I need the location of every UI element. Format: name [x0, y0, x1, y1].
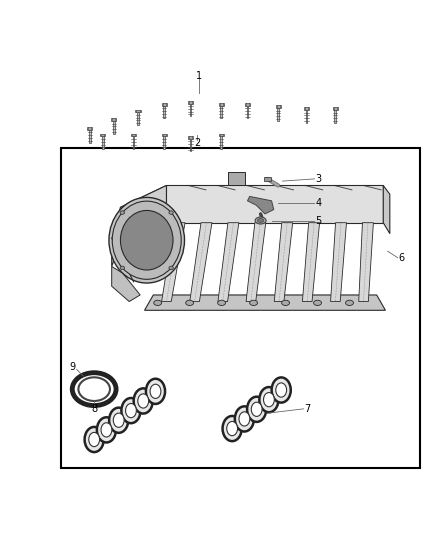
Bar	[247, 106, 248, 118]
Ellipse shape	[247, 397, 266, 422]
Polygon shape	[246, 223, 266, 302]
Bar	[188, 101, 193, 103]
Ellipse shape	[138, 394, 148, 408]
Bar	[219, 134, 224, 136]
Text: 5: 5	[315, 215, 321, 225]
Ellipse shape	[85, 427, 104, 452]
Text: 2: 2	[194, 138, 200, 148]
Polygon shape	[228, 172, 245, 185]
Bar	[245, 103, 250, 106]
Bar	[304, 108, 309, 110]
Polygon shape	[145, 295, 385, 310]
Bar	[133, 136, 134, 149]
Bar	[276, 105, 281, 108]
Polygon shape	[112, 185, 166, 266]
Bar	[332, 108, 338, 110]
Ellipse shape	[169, 266, 173, 270]
Polygon shape	[162, 223, 185, 302]
Ellipse shape	[272, 377, 291, 402]
Polygon shape	[166, 185, 383, 223]
Text: 6: 6	[399, 253, 405, 263]
Bar	[334, 110, 336, 123]
Bar	[264, 177, 271, 181]
Polygon shape	[190, 223, 212, 302]
Ellipse shape	[146, 379, 165, 404]
Ellipse shape	[126, 403, 136, 418]
Bar	[163, 136, 165, 149]
Bar	[131, 134, 136, 136]
Ellipse shape	[282, 300, 290, 305]
Bar	[220, 136, 222, 149]
Ellipse shape	[121, 398, 141, 423]
Bar	[100, 134, 106, 136]
Text: 9: 9	[69, 362, 75, 372]
Bar	[87, 127, 92, 130]
Bar	[137, 112, 139, 125]
Ellipse shape	[120, 266, 124, 270]
Ellipse shape	[120, 211, 124, 214]
Polygon shape	[218, 223, 239, 302]
Text: 8: 8	[91, 404, 97, 414]
Text: 4: 4	[315, 198, 321, 208]
Polygon shape	[112, 266, 140, 302]
Ellipse shape	[186, 300, 194, 305]
Ellipse shape	[258, 219, 264, 222]
Ellipse shape	[120, 211, 173, 270]
Text: 3: 3	[315, 174, 321, 184]
Ellipse shape	[239, 412, 250, 426]
Ellipse shape	[109, 197, 184, 283]
Ellipse shape	[150, 384, 161, 399]
Text: 1: 1	[196, 71, 202, 81]
Bar	[219, 103, 224, 106]
Ellipse shape	[235, 406, 254, 432]
Bar	[163, 106, 165, 118]
Ellipse shape	[276, 383, 286, 397]
Ellipse shape	[264, 392, 274, 407]
Bar	[135, 110, 141, 112]
Ellipse shape	[101, 423, 112, 437]
Polygon shape	[359, 223, 373, 302]
Ellipse shape	[227, 422, 237, 435]
Polygon shape	[120, 185, 166, 243]
Text: 7: 7	[304, 404, 311, 414]
Bar	[113, 121, 115, 134]
Ellipse shape	[218, 300, 226, 305]
Polygon shape	[302, 223, 320, 302]
Ellipse shape	[109, 408, 128, 433]
Bar	[61, 148, 420, 468]
Ellipse shape	[134, 389, 153, 414]
Bar	[89, 130, 91, 142]
Ellipse shape	[113, 413, 124, 427]
Ellipse shape	[255, 217, 266, 224]
Ellipse shape	[346, 300, 353, 305]
Bar	[306, 110, 307, 123]
Bar	[190, 103, 191, 116]
Ellipse shape	[251, 402, 262, 416]
Polygon shape	[331, 223, 346, 302]
Ellipse shape	[97, 417, 116, 442]
Ellipse shape	[314, 300, 321, 305]
Bar	[102, 136, 104, 149]
Ellipse shape	[169, 211, 173, 214]
Bar	[162, 134, 167, 136]
Bar	[190, 139, 191, 151]
Ellipse shape	[223, 416, 242, 441]
Polygon shape	[274, 223, 293, 302]
Bar	[220, 106, 222, 118]
Ellipse shape	[112, 201, 181, 279]
Ellipse shape	[250, 300, 258, 305]
Bar	[188, 136, 193, 139]
Polygon shape	[383, 185, 390, 233]
Bar	[111, 118, 117, 121]
Polygon shape	[247, 197, 274, 214]
Ellipse shape	[154, 300, 162, 305]
Ellipse shape	[89, 432, 99, 447]
Ellipse shape	[259, 387, 279, 412]
Bar	[277, 108, 279, 120]
Bar	[162, 103, 167, 106]
